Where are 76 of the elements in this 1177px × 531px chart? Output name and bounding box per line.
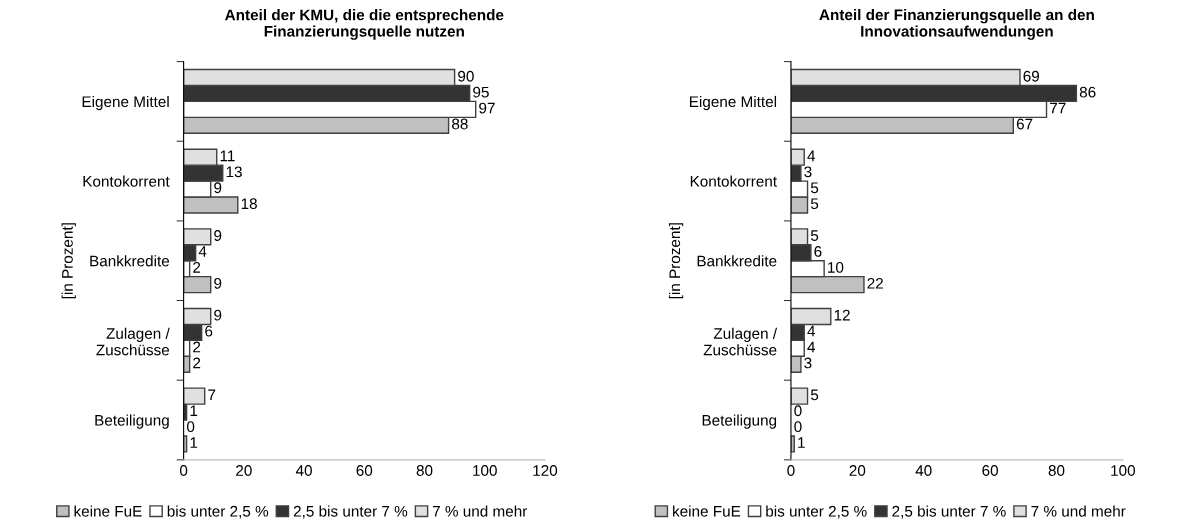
y-tick-label: Eigene Mittel	[690, 95, 777, 111]
data-label: 67	[1016, 118, 1033, 130]
data-label: 9	[214, 230, 222, 241]
y-tick-label: Zulagen / Zuschüsse	[96, 327, 170, 356]
x-tick-label: 20	[849, 465, 866, 476]
y-tick-label: Zulagen / Zuschüsse	[703, 327, 778, 356]
data-label: 3	[804, 166, 812, 178]
legend-label: 2,5 bis unter 7 %	[892, 505, 1006, 519]
y-tick-label: Kontokorrent	[690, 175, 777, 187]
data-label: 2	[193, 341, 201, 353]
legend-label: 7 % und mehr	[432, 505, 528, 517]
x-tick-label: 120	[533, 465, 558, 476]
data-label: 86	[1079, 86, 1096, 98]
data-label: 5	[810, 389, 819, 401]
y-tick-label: Kontokorrent	[83, 175, 170, 187]
data-label: 88	[452, 118, 468, 130]
x-tick-label: 60	[982, 465, 998, 476]
data-label: 11	[220, 150, 235, 162]
data-label: 5	[810, 198, 819, 210]
data-label: 6	[205, 325, 213, 337]
data-label: 4	[807, 325, 816, 337]
data-label: 2	[193, 261, 201, 273]
data-label: 10	[828, 261, 844, 273]
x-tick-label: 0	[179, 465, 188, 476]
data-label: 0	[186, 421, 195, 433]
bar	[790, 387, 809, 405]
legend-label: bis unter 2,5 %	[766, 505, 867, 519]
data-label: 97	[479, 102, 495, 114]
data-label: 6	[814, 246, 822, 257]
data-label: 77	[1050, 102, 1066, 114]
data-label: 22	[867, 277, 883, 289]
x-tick-label: 40	[915, 465, 932, 476]
x-tick-label: 100	[473, 465, 497, 476]
data-label: 4	[807, 150, 816, 162]
data-label: 1	[190, 437, 198, 448]
data-label: 4	[198, 246, 207, 257]
data-label: 2	[193, 357, 201, 369]
legend-label: bis unter 2,5 %	[167, 505, 269, 519]
x-tick-label: 40	[295, 465, 312, 476]
x-tick-label: 80	[416, 465, 433, 476]
data-label: 0	[794, 405, 802, 417]
y-axis-title: [in Prozent]	[668, 223, 684, 299]
data-label: 95	[473, 86, 489, 98]
data-label: 5	[810, 182, 819, 194]
legend-label: 7 % und mehr	[1031, 505, 1126, 517]
legend-label: 2,5 bis unter 7 %	[293, 505, 408, 519]
data-label: 9	[214, 309, 222, 321]
y-tick-label: Beteiligung	[702, 414, 777, 429]
x-tick-label: 100	[1111, 465, 1136, 476]
x-tick-label: 20	[236, 465, 252, 476]
data-label: 12	[834, 309, 850, 321]
y-tick-label: Beteiligung	[95, 414, 169, 429]
x-tick-label: 60	[356, 465, 373, 476]
data-label: 18	[241, 198, 257, 210]
legend-label: keine FuE	[74, 505, 142, 517]
data-label: 5	[810, 230, 819, 241]
x-tick-label: 0	[787, 465, 795, 476]
y-tick-label: Eigene Mittel	[82, 95, 169, 111]
y-tick-label: Bankkredite	[697, 255, 777, 267]
data-label: 69	[1023, 70, 1040, 82]
data-label: 7	[208, 389, 216, 401]
legend-label: keine FuE	[673, 505, 741, 517]
data-label: 4	[807, 341, 816, 353]
data-label: 13	[226, 166, 242, 178]
data-label: 1	[190, 405, 198, 417]
data-label: 9	[214, 182, 222, 194]
chart-title: Anteil der Finanzierungsquelle an den Innovationsaufwendungen	[819, 9, 1094, 40]
data-label: 0	[794, 421, 802, 433]
x-tick-label: 80	[1048, 465, 1065, 476]
y-tick-label: Bankkredite	[90, 255, 170, 267]
y-axis-title: [in Prozent]	[61, 223, 76, 299]
data-label: 90	[458, 70, 474, 82]
chart-title: Anteil der KMU, die die entsprechende Finanzierungsquelle nutzen	[225, 9, 504, 40]
data-label: 3	[804, 357, 812, 369]
data-label: 1	[798, 437, 805, 448]
data-label: 9	[214, 277, 222, 289]
